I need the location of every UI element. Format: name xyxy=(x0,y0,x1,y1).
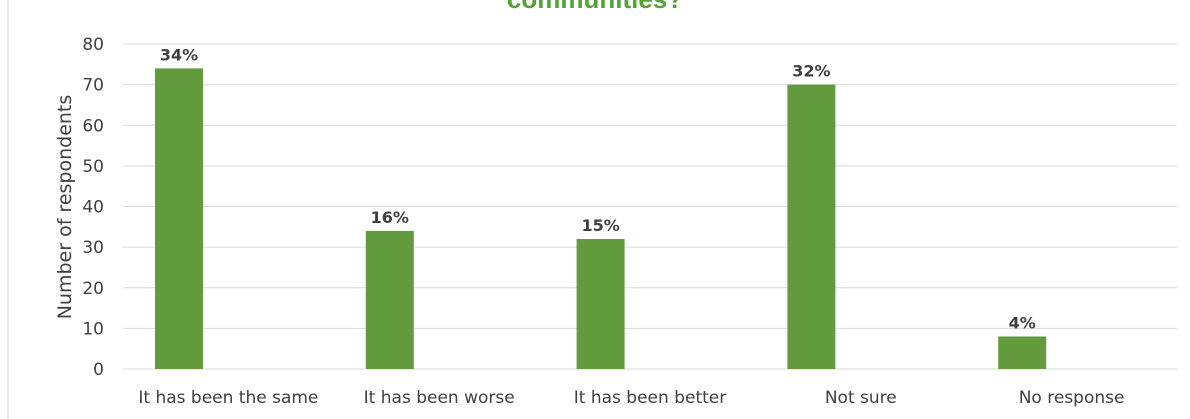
y-tick-label: 70 xyxy=(82,76,104,96)
bar xyxy=(787,85,835,369)
x-category-label: It has been the same xyxy=(138,388,318,408)
data-label: 15% xyxy=(581,216,619,235)
y-tick-label: 30 xyxy=(82,238,104,258)
x-category-label: Not sure xyxy=(825,388,897,408)
x-category-label: No response xyxy=(1019,388,1125,408)
x-category-label: It has been better xyxy=(574,388,726,408)
y-tick-label: 60 xyxy=(82,116,104,136)
bar xyxy=(577,239,625,369)
data-label: 34% xyxy=(160,45,198,64)
bar xyxy=(155,68,203,369)
bar xyxy=(998,337,1046,370)
y-tick-label: 0 xyxy=(93,360,104,380)
y-tick-label: 50 xyxy=(82,157,104,177)
y-tick-label: 10 xyxy=(82,319,104,339)
data-label: 16% xyxy=(371,208,409,227)
bar xyxy=(366,231,414,369)
y-tick-label: 80 xyxy=(82,35,104,55)
y-axis-title: Number of respondents xyxy=(54,95,76,320)
x-category-label: It has been worse xyxy=(364,388,515,408)
y-axis-ticks: 0 10 20 30 40 50 60 70 80 xyxy=(82,35,104,380)
y-tick-label: 40 xyxy=(82,198,104,218)
data-label: 32% xyxy=(792,62,830,81)
x-axis-categories: It has been the same It has been worse It … xyxy=(138,388,1124,408)
data-label: 4% xyxy=(1009,314,1036,333)
y-tick-label: 20 xyxy=(82,279,104,299)
